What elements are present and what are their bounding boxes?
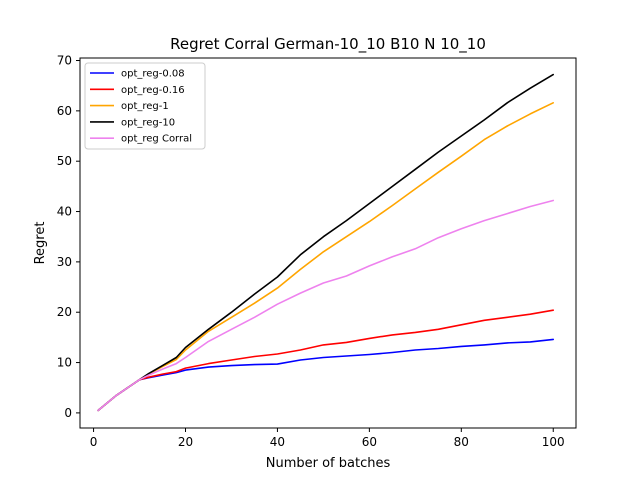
x-tick-label: 100	[542, 435, 565, 449]
y-tick-label: 20	[57, 305, 72, 319]
x-tick-label: 40	[270, 435, 285, 449]
series-line-1	[97, 309, 555, 412]
x-tick-label: 80	[454, 435, 469, 449]
legend-entry: opt_reg-1	[121, 101, 169, 112]
x-tick-label: 60	[362, 435, 377, 449]
chart-title: Regret Corral German-10_10 B10 N 10_10	[170, 35, 486, 54]
y-tick-label: 30	[57, 255, 72, 269]
y-tick-label: 70	[57, 54, 72, 68]
series-line-0	[97, 338, 555, 412]
legend-box	[84, 62, 206, 150]
legend-entry: opt_reg-10	[121, 117, 175, 128]
legend: opt_reg-0.08 opt_reg-0.16 opt_reg-1 opt_reg…	[84, 62, 206, 150]
y-tick-label: 10	[57, 356, 72, 370]
y-tick-label: 60	[57, 104, 72, 118]
series-line-3	[97, 73, 555, 412]
x-tick-label: 0	[90, 435, 98, 449]
x-tick-label: 20	[178, 435, 193, 449]
series-layer	[97, 73, 555, 412]
x-axis-label: Number of batches	[266, 456, 391, 471]
axes-layer: 0 20 40 60 80 100 0 10 20 30 40 50 60 70	[57, 54, 565, 449]
legend-entry: opt_reg-0.08	[121, 69, 185, 80]
series-line-4	[97, 199, 555, 412]
legend-entry: opt_reg Corral	[121, 134, 192, 145]
y-tick-label: 40	[57, 205, 72, 219]
y-tick-label: 0	[64, 406, 72, 420]
y-axis-label: Regret	[33, 222, 48, 265]
y-tick-label: 50	[57, 154, 72, 168]
legend-entry: opt_reg-0.16	[121, 85, 185, 96]
